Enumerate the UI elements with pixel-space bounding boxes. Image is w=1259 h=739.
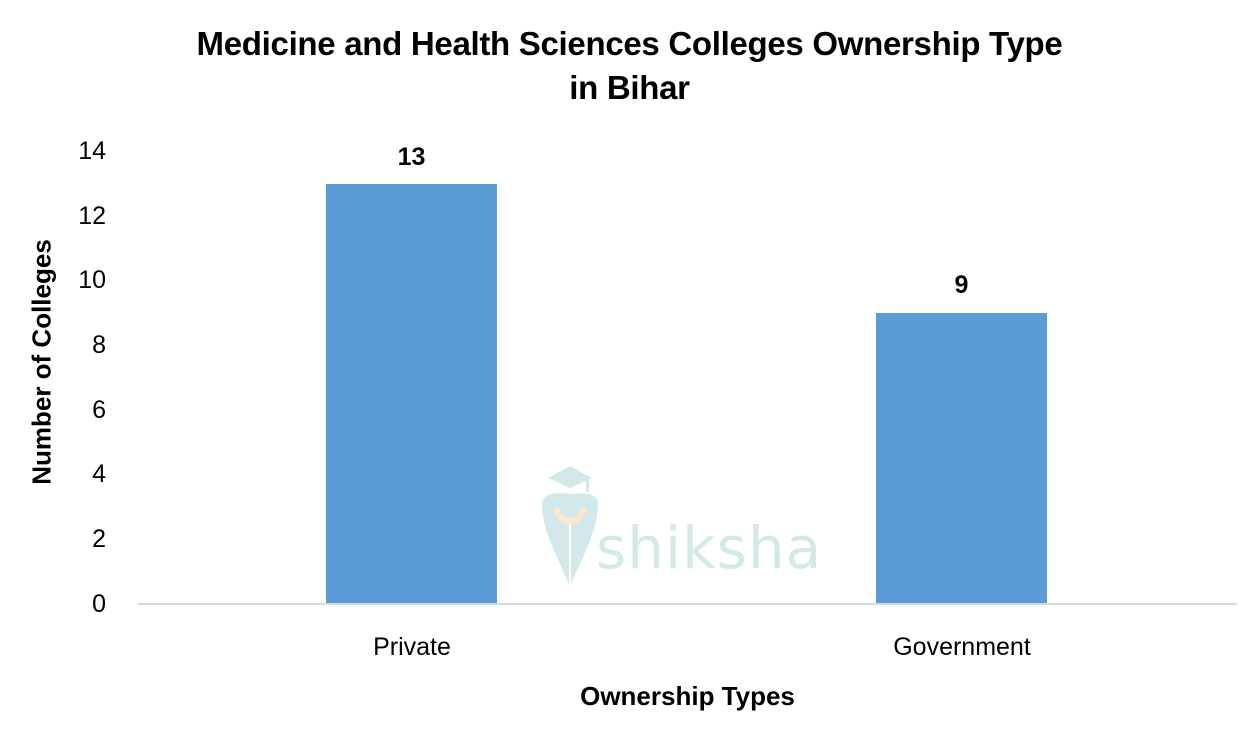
chart-title-line-1: Medicine and Health Sciences Colleges Ow… [196, 25, 1063, 62]
y-tick-12: 12 [78, 202, 106, 230]
x-tick-private: Private [373, 633, 451, 661]
x-tick-government: Government [893, 633, 1031, 661]
y-axis-label: Number of Colleges [26, 239, 57, 485]
bar-government [876, 313, 1047, 604]
y-tick-6: 6 [92, 396, 106, 424]
chart-title: Medicine and Health Sciences Colleges Ow… [0, 22, 1259, 110]
y-tick-0: 0 [92, 590, 106, 618]
bar-label-private: 13 [397, 143, 426, 171]
bar-private [326, 184, 497, 604]
x-axis-line [138, 603, 1237, 605]
watermark-text: shiksha [596, 514, 823, 582]
y-tick-4: 4 [92, 460, 106, 488]
bar-label-government: 9 [954, 271, 969, 299]
y-tick-2: 2 [92, 525, 106, 553]
chart-title-line-2: in Bihar [569, 69, 690, 106]
shiksha-watermark: shiksha [534, 464, 834, 594]
y-tick-8: 8 [92, 331, 106, 359]
graduate-pen-logo-icon [542, 466, 598, 588]
y-tick-10: 10 [78, 266, 106, 294]
y-tick-14: 14 [78, 137, 106, 165]
x-axis-label: Ownership Types [580, 681, 795, 711]
